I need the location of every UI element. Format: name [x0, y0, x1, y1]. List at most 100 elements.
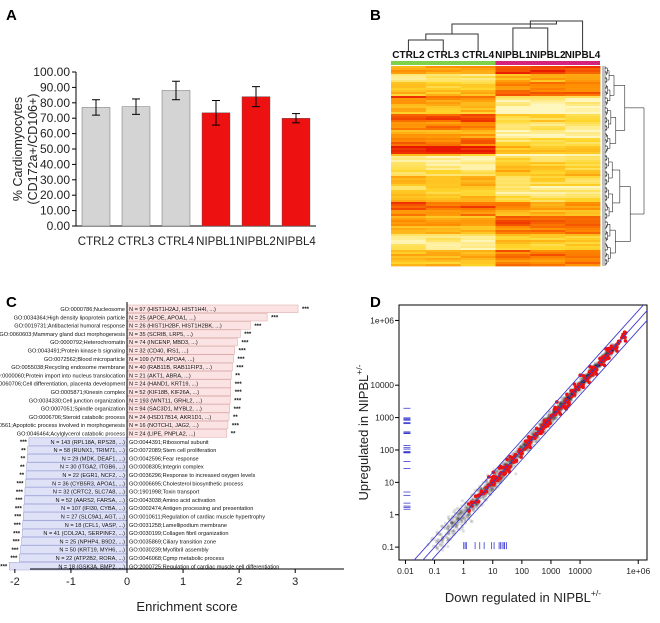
b-heatmap-cell — [425, 136, 462, 139]
c-up-go-term: GO:0072562;Blood microparticle — [44, 357, 125, 363]
b-heatmap-cell — [460, 140, 496, 143]
c-down-go-term: GO:0006695;Cholesterol biosynthetic proc… — [129, 481, 243, 487]
d-data-point — [440, 540, 444, 544]
b-heatmap-cell — [530, 82, 566, 85]
b-heatmap-cell — [495, 186, 531, 189]
b-heatmap-cell — [460, 106, 496, 109]
b-heatmap-cell — [495, 184, 531, 187]
b-heatmap-cell — [425, 102, 462, 105]
b-heatmap-cell — [495, 218, 531, 221]
b-heatmap-cell — [530, 176, 566, 179]
b-heatmap-cell — [460, 110, 496, 113]
c-up-go-term: GO:0060561;Apoptotic process involved in… — [0, 423, 125, 429]
b-heatmap-cell — [565, 232, 601, 235]
b-heatmap-cell — [391, 206, 427, 209]
b-heatmap-cell — [425, 150, 462, 153]
b-heatmap-cell — [425, 112, 462, 115]
d-data-point — [449, 524, 453, 528]
d-data-point — [466, 512, 470, 516]
d-highlight-point — [469, 500, 474, 504]
d-x-tick-label: 1000 — [541, 566, 560, 576]
b-heatmap-cell — [565, 140, 601, 143]
b-heatmap-cell — [460, 194, 496, 197]
c-up-significance: *** — [232, 423, 240, 429]
b-heatmap-cell — [565, 132, 601, 135]
b-heatmap-cell — [460, 90, 496, 93]
b-heatmap-cell — [530, 98, 566, 101]
b-heatmap-cell — [530, 80, 566, 83]
b-heatmap-cell — [460, 186, 496, 189]
b-heatmap-cell — [565, 224, 601, 227]
b-heatmap-cell — [460, 258, 496, 261]
b-heatmap-cell — [530, 168, 566, 171]
b-heatmap-cell — [530, 226, 566, 229]
b-heatmap-cell — [495, 234, 531, 237]
d-highlight-point — [598, 356, 602, 361]
b-heatmap-cell — [425, 220, 462, 223]
c-up-go-term: GO:0043491;Protein kinase b signaling — [28, 349, 125, 355]
b-heatmap-cell — [495, 168, 531, 171]
b-heatmap-cell — [530, 152, 566, 155]
b-heatmap-cell — [530, 162, 566, 165]
b-heatmap-cell — [495, 224, 531, 227]
d-highlight-point — [573, 385, 578, 389]
b-heatmap-cell — [530, 218, 566, 221]
c-down-go-term: GO:0044391;Ribosomal subunit — [129, 440, 209, 446]
d-highlight-point — [541, 422, 546, 427]
b-heatmap-cell — [565, 86, 601, 89]
d-data-point — [530, 432, 534, 436]
b-heatmap-cell — [391, 198, 427, 201]
d-data-point — [450, 521, 455, 525]
b-heatmap-cell — [530, 262, 566, 265]
d-highlight-point — [565, 392, 569, 397]
b-heatmap-cell — [530, 208, 566, 211]
b-heatmap-cell — [425, 178, 462, 181]
b-heatmap-cell — [530, 224, 566, 227]
d-data-point — [559, 401, 563, 406]
b-heatmap-cell — [565, 198, 601, 201]
b-heatmap-cell — [495, 108, 531, 111]
b-heatmap-cell — [391, 104, 427, 107]
b-heatmap-cell — [460, 172, 496, 175]
d-data-point — [481, 496, 485, 500]
b-heatmap-cell — [391, 156, 427, 159]
b-heatmap-cell — [565, 66, 601, 69]
a-y-tick-label: 40.00 — [40, 157, 70, 171]
b-heatmap-cell — [391, 230, 427, 233]
d-data-point — [446, 524, 451, 528]
d-data-point — [458, 511, 462, 516]
c-up-significance: *** — [235, 382, 243, 388]
d-data-point — [593, 362, 597, 366]
d-data-point — [469, 519, 473, 523]
b-heatmap-cell — [460, 104, 496, 107]
d-data-point — [451, 521, 455, 525]
d-data-point — [467, 512, 472, 516]
b-heatmap-cell — [530, 170, 566, 173]
b-heatmap-cell — [565, 226, 601, 229]
b-heatmap-cell — [460, 242, 496, 245]
d-data-point — [536, 436, 540, 440]
d-highlight-point — [581, 373, 586, 378]
d-data-point — [451, 529, 455, 533]
d-data-point — [441, 537, 445, 541]
d-data-point — [490, 487, 495, 491]
d-data-point — [519, 444, 523, 448]
b-heatmap-cell — [460, 74, 496, 77]
c-x-tick-label: 2 — [236, 576, 242, 588]
b-heatmap-cell — [460, 134, 496, 137]
b-heatmap-cells — [391, 66, 601, 267]
d-data-point — [468, 512, 472, 516]
d-data-point — [449, 520, 454, 525]
b-heatmap-cell — [460, 238, 496, 241]
b-heatmap-cell — [425, 92, 462, 95]
b-heatmap-cell — [425, 154, 462, 157]
b-heatmap-cell — [565, 234, 601, 237]
b-heatmap-cell — [425, 228, 462, 231]
b-heatmap-cell — [565, 244, 601, 247]
d-highlight-point — [498, 476, 503, 480]
d-data-point — [459, 509, 463, 513]
b-heatmap-cell — [460, 168, 496, 171]
d-data-point — [536, 436, 541, 440]
d-y-tick-label: 10 — [385, 477, 395, 487]
b-row-dendro-link — [624, 107, 645, 215]
